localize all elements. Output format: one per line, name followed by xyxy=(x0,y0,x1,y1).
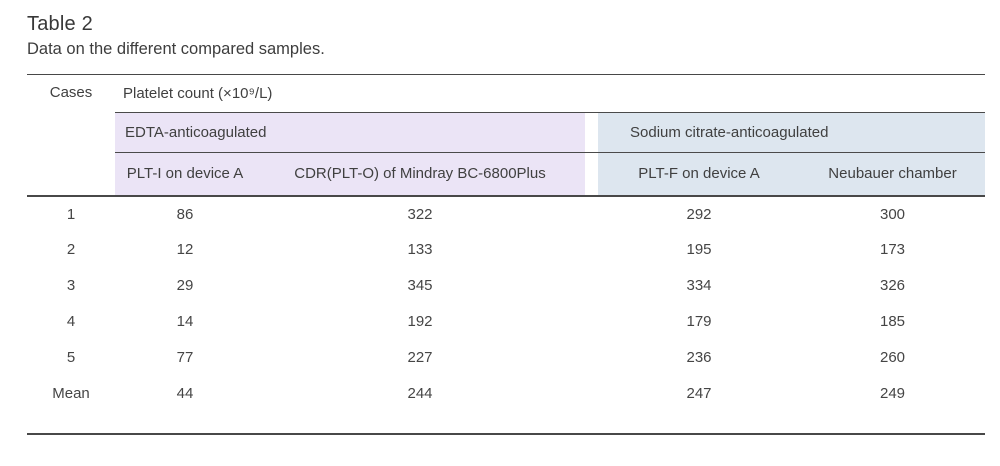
spacer-row xyxy=(27,412,985,434)
value-cell: 44 xyxy=(176,385,194,402)
table-row-mean: Mean 44 244 247 249 xyxy=(27,375,985,412)
header-row-columns: PLT-I on device A CDR(PLT-O) of Mindray … xyxy=(27,152,986,197)
case-cell: 2 xyxy=(66,241,76,258)
header-row-unit: Cases Platelet count (×10⁹/L) xyxy=(27,74,986,197)
value-cell: 14 xyxy=(176,313,194,330)
value-cell: 173 xyxy=(879,241,906,258)
group-header-citrate: Sodium citrate-anticoagulated xyxy=(598,112,986,153)
value-cell: 195 xyxy=(686,241,712,258)
value-cell: 179 xyxy=(686,313,712,330)
col-header-cdr-plt-o: CDR(PLT-O) of Mindray BC-6800Plus xyxy=(255,152,585,197)
col-header-plt-f: PLT-F on device A xyxy=(598,152,800,197)
group-gap xyxy=(585,152,598,197)
value-cell: 29 xyxy=(176,277,194,294)
table-caption: Data on the different compared samples. xyxy=(27,40,325,58)
table-row: 1 86 322 292 300 xyxy=(27,195,985,232)
value-cell: 77 xyxy=(176,349,194,366)
table-row: 5 77 227 236 260 xyxy=(27,339,985,376)
case-cell: 4 xyxy=(66,313,76,330)
value-cell: 247 xyxy=(686,385,712,402)
value-cell: 322 xyxy=(407,205,433,223)
cases-column-header: Cases xyxy=(27,74,115,197)
value-cell: 12 xyxy=(176,241,194,258)
group-gap xyxy=(585,112,598,153)
value-cell: 260 xyxy=(879,349,906,366)
case-cell: 3 xyxy=(66,277,76,294)
table-title: Table 2 xyxy=(27,13,93,35)
unit-column-header: Platelet count (×10⁹/L) xyxy=(115,74,986,113)
data-table: Cases Platelet count (×10⁹/L) EDTA-antic… xyxy=(27,74,986,435)
case-cell: 1 xyxy=(66,205,76,223)
value-cell: 300 xyxy=(879,205,906,223)
value-cell: 249 xyxy=(879,385,906,402)
value-cell: 227 xyxy=(407,349,433,366)
value-cell: 345 xyxy=(407,277,433,294)
value-cell: 192 xyxy=(407,313,433,330)
value-cell: 236 xyxy=(686,349,712,366)
value-cell: 133 xyxy=(407,241,433,258)
table-row: 4 14 192 179 185 xyxy=(27,303,985,340)
case-cell: 5 xyxy=(66,349,76,366)
value-cell: 326 xyxy=(879,277,906,294)
col-header-plt-i: PLT-I on device A xyxy=(115,152,255,197)
paper-table-figure: Table 2 Data on the different compared s… xyxy=(27,13,986,435)
value-cell: 334 xyxy=(686,277,712,294)
col-header-neubauer: Neubauer chamber xyxy=(800,152,986,197)
value-cell: 185 xyxy=(879,313,906,330)
group-header-edta: EDTA-anticoagulated xyxy=(115,112,585,153)
value-cell: 86 xyxy=(176,205,194,223)
table-row: 2 12 133 195 173 xyxy=(27,231,985,268)
value-cell: 244 xyxy=(407,385,433,402)
value-cell: 292 xyxy=(686,205,712,223)
header-row-groups: EDTA-anticoagulated Sodium citrate-antic… xyxy=(27,112,986,153)
table-row: 3 29 345 334 326 xyxy=(27,267,985,304)
case-cell: Mean xyxy=(52,385,90,402)
